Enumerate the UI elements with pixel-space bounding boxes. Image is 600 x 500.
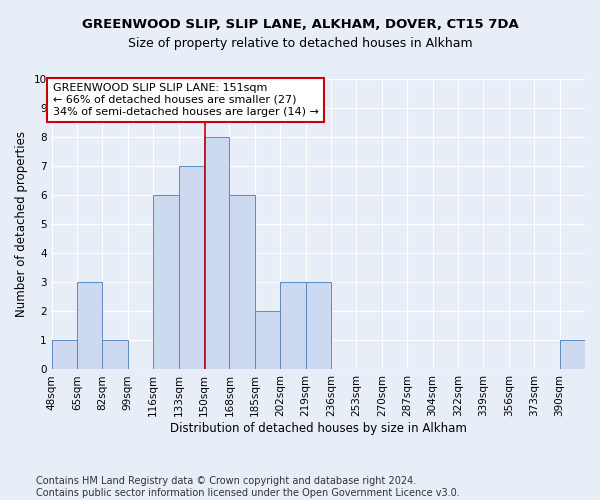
Bar — [305, 282, 331, 370]
Y-axis label: Number of detached properties: Number of detached properties — [15, 131, 28, 317]
Bar — [560, 340, 585, 370]
Bar — [255, 312, 280, 370]
Bar — [103, 340, 128, 370]
Text: GREENWOOD SLIP SLIP LANE: 151sqm
← 66% of detached houses are smaller (27)
34% o: GREENWOOD SLIP SLIP LANE: 151sqm ← 66% o… — [53, 84, 319, 116]
Text: Contains HM Land Registry data © Crown copyright and database right 2024.
Contai: Contains HM Land Registry data © Crown c… — [36, 476, 460, 498]
X-axis label: Distribution of detached houses by size in Alkham: Distribution of detached houses by size … — [170, 422, 467, 435]
Bar — [52, 340, 77, 370]
Bar — [280, 282, 305, 370]
Bar — [153, 195, 179, 370]
Bar — [229, 195, 255, 370]
Bar — [204, 137, 229, 370]
Text: GREENWOOD SLIP, SLIP LANE, ALKHAM, DOVER, CT15 7DA: GREENWOOD SLIP, SLIP LANE, ALKHAM, DOVER… — [82, 18, 518, 30]
Text: Size of property relative to detached houses in Alkham: Size of property relative to detached ho… — [128, 38, 472, 51]
Bar — [77, 282, 103, 370]
Bar — [179, 166, 204, 370]
